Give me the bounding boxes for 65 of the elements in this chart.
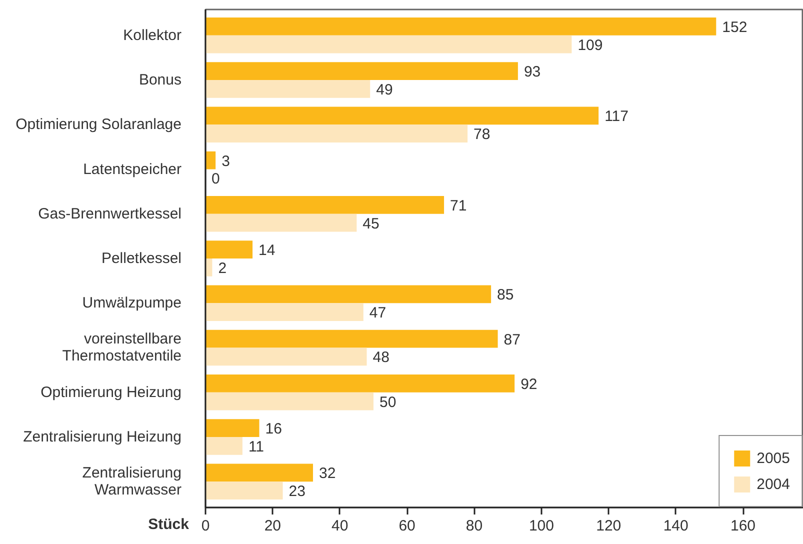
y-tick-label: Optimierung Heizung xyxy=(40,384,182,401)
y-tick-label: Latentspeicher xyxy=(83,160,182,178)
x-tick-label: 80 xyxy=(466,518,483,534)
bar xyxy=(206,374,515,392)
x-axis-title: Stück xyxy=(148,516,189,534)
x-tick-label: 160 xyxy=(730,518,756,534)
data-label: 3 xyxy=(222,152,230,170)
y-tick-label: Bonus xyxy=(138,72,182,89)
x-tick-label: 120 xyxy=(596,518,622,534)
y-tick-label: Optimierung Solaranlage xyxy=(16,116,182,134)
data-label: 50 xyxy=(379,394,396,411)
bar xyxy=(206,124,468,142)
data-label: 0 xyxy=(212,170,220,188)
bar xyxy=(206,303,364,321)
bar xyxy=(206,285,492,304)
data-label: 92 xyxy=(520,376,538,393)
bar xyxy=(206,436,242,455)
data-label: 93 xyxy=(524,64,541,81)
x-tick-label: 140 xyxy=(663,518,688,534)
data-label: 117 xyxy=(604,108,628,126)
data-label: 45 xyxy=(362,215,380,232)
data-label: 11 xyxy=(248,438,264,456)
bar xyxy=(206,18,716,36)
data-label: 23 xyxy=(288,483,306,500)
y-tick-label: Zentralisierung Heizung xyxy=(23,428,182,446)
y-tick-label: Kollektor xyxy=(123,26,182,44)
data-label: 14 xyxy=(258,242,276,260)
bar xyxy=(206,80,370,98)
bar xyxy=(206,392,374,410)
data-label: 2 xyxy=(218,260,227,277)
data-label: 85 xyxy=(497,286,514,304)
bar xyxy=(206,419,260,437)
bar xyxy=(206,330,498,348)
bar xyxy=(206,35,572,54)
x-tick-label: 60 xyxy=(398,518,416,534)
bar xyxy=(206,464,314,482)
y-tick-label: voreinstellbare Thermostatventile xyxy=(62,330,182,365)
data-label: 109 xyxy=(578,36,603,54)
bar xyxy=(206,348,367,366)
data-label: 71 xyxy=(450,197,467,214)
bar xyxy=(206,62,518,80)
x-tick-label: 20 xyxy=(264,518,282,534)
bar xyxy=(206,151,216,170)
data-label: 47 xyxy=(369,304,386,322)
legend-label: 2004 xyxy=(756,476,790,492)
bar xyxy=(206,106,599,125)
y-tick-label: Umwälzpumpe xyxy=(82,294,182,312)
legend-label: 2005 xyxy=(756,450,790,466)
x-tick-label: 40 xyxy=(332,518,348,534)
data-label: 152 xyxy=(722,18,748,36)
data-label: 49 xyxy=(376,81,393,98)
y-tick-label: Gas-Brennwertkessel xyxy=(38,205,182,222)
bar xyxy=(206,214,357,232)
data-label: 87 xyxy=(504,331,520,348)
data-label: 32 xyxy=(319,465,336,482)
y-tick-label: Pelletkessel xyxy=(101,250,182,267)
bar xyxy=(206,482,283,500)
x-tick-label: 100 xyxy=(528,518,554,534)
data-label: 48 xyxy=(372,349,390,366)
x-tick-label: 0 xyxy=(201,518,210,534)
data-label: 78 xyxy=(474,126,490,144)
data-label: 16 xyxy=(265,420,282,438)
bar xyxy=(206,240,253,258)
y-tick-label: Zentralisierung Warmwasser xyxy=(82,464,182,499)
bar xyxy=(206,196,444,214)
